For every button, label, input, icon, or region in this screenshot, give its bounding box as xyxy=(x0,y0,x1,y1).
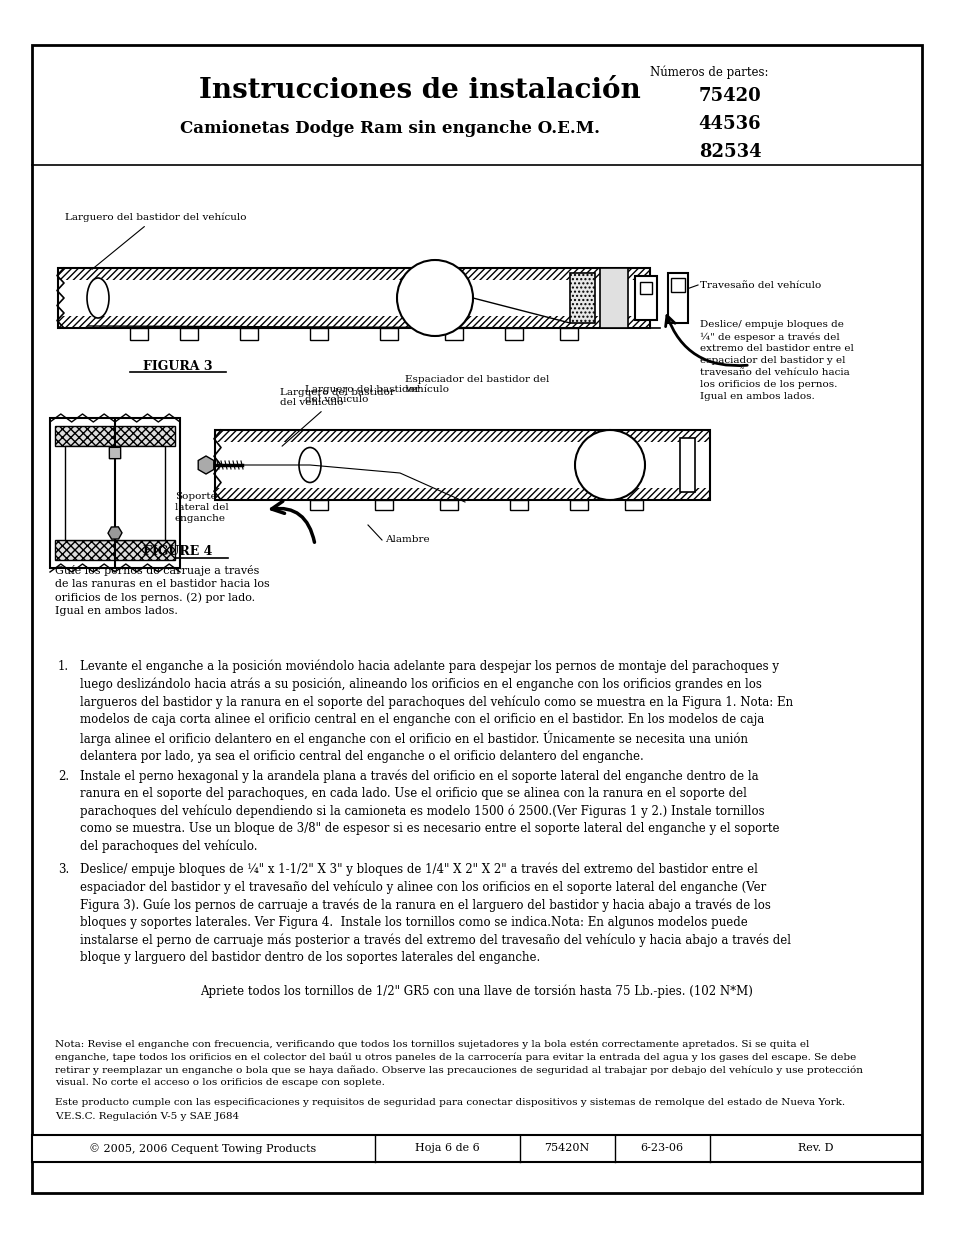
Circle shape xyxy=(575,430,644,500)
Bar xyxy=(510,500,527,510)
Bar xyxy=(32,1135,921,1162)
Bar xyxy=(65,446,165,540)
Ellipse shape xyxy=(298,447,320,483)
Text: 75420: 75420 xyxy=(698,86,760,105)
Bar xyxy=(214,430,709,442)
Text: Deslice/ empuje bloques de
¼" de espesor a través del
extremo del bastidor entre: Deslice/ empuje bloques de ¼" de espesor… xyxy=(700,320,853,400)
Bar xyxy=(58,316,649,329)
Bar xyxy=(679,438,695,492)
Text: Deslice/ empuje bloques de ¼" x 1-1/2" X 3" y bloques de 1/4" X 2" X 2" a través: Deslice/ empuje bloques de ¼" x 1-1/2" X… xyxy=(80,863,790,963)
Bar xyxy=(240,329,257,340)
Text: Camionetas Dodge Ram sin enganche O.E.M.: Camionetas Dodge Ram sin enganche O.E.M. xyxy=(180,120,599,137)
Text: © 2005, 2006 Cequent Towing Products: © 2005, 2006 Cequent Towing Products xyxy=(90,1144,316,1153)
Bar xyxy=(504,329,522,340)
Text: Apriete todos los tornillos de 1/2" GR5 con una llave de torsión hasta 75 Lb.-pi: Apriete todos los tornillos de 1/2" GR5 … xyxy=(200,986,753,999)
Text: 2.: 2. xyxy=(58,769,69,783)
Text: Larguero del bastidor
del vehículo: Larguero del bastidor del vehículo xyxy=(305,385,419,404)
Bar xyxy=(624,500,642,510)
Bar xyxy=(55,540,174,559)
Bar xyxy=(569,273,595,324)
Text: Levante el enganche a la posición moviéndolo hacia adelante para despejar los pe: Levante el enganche a la posición movién… xyxy=(80,659,792,763)
Text: 3.: 3. xyxy=(58,863,70,876)
Bar xyxy=(50,417,180,568)
Bar xyxy=(439,500,457,510)
Bar xyxy=(310,500,328,510)
Bar xyxy=(599,268,627,329)
Circle shape xyxy=(396,261,473,336)
Text: Espaciador del bastidor del
vehículo: Espaciador del bastidor del vehículo xyxy=(405,375,549,394)
Text: V.E.S.C. Regulación V-5 y SAE J684: V.E.S.C. Regulación V-5 y SAE J684 xyxy=(55,1112,239,1121)
Bar xyxy=(130,329,148,340)
Text: Números de partes:: Números de partes: xyxy=(649,65,768,79)
Text: Hoja 6 de 6: Hoja 6 de 6 xyxy=(415,1144,478,1153)
Text: FIGURA 3: FIGURA 3 xyxy=(143,359,213,373)
FancyArrowPatch shape xyxy=(665,316,746,366)
Text: 6-23-06: 6-23-06 xyxy=(639,1144,683,1153)
Bar xyxy=(569,500,587,510)
Bar xyxy=(58,268,649,280)
Text: Soporte
lateral del
enganche: Soporte lateral del enganche xyxy=(174,492,229,524)
Bar xyxy=(667,273,687,324)
Bar xyxy=(310,329,328,340)
Bar xyxy=(180,329,198,340)
Text: Instrucciones de instalación: Instrucciones de instalación xyxy=(199,77,640,104)
Bar xyxy=(58,268,649,329)
Bar xyxy=(559,329,578,340)
Bar xyxy=(214,430,709,500)
Bar xyxy=(214,488,709,500)
Bar xyxy=(375,500,393,510)
Bar xyxy=(55,426,174,446)
Bar xyxy=(444,329,462,340)
Bar xyxy=(639,282,651,294)
Bar xyxy=(60,280,647,316)
Bar xyxy=(635,275,657,320)
Bar xyxy=(379,329,397,340)
Text: 44536: 44536 xyxy=(698,115,760,133)
Text: Guíe los pernos de carruaje a través
de las ranuras en el bastidor hacia los
ori: Guíe los pernos de carruaje a través de … xyxy=(55,564,270,616)
Text: Este producto cumple con las especificaciones y requisitos de seguridad para con: Este producto cumple con las especificac… xyxy=(55,1098,844,1107)
Text: 1.: 1. xyxy=(58,659,69,673)
Bar xyxy=(569,273,595,324)
Text: 75420N: 75420N xyxy=(544,1144,589,1153)
Bar xyxy=(55,426,174,446)
Bar xyxy=(670,278,684,291)
Text: Alambre: Alambre xyxy=(385,536,429,545)
Text: Rev. D: Rev. D xyxy=(798,1144,833,1153)
Text: Nota: Revise el enganche con frecuencia, verificando que todos los tornillos suj: Nota: Revise el enganche con frecuencia,… xyxy=(55,1040,862,1087)
Text: Larguero del bastidor del vehículo: Larguero del bastidor del vehículo xyxy=(65,212,246,269)
Ellipse shape xyxy=(87,278,109,317)
Bar xyxy=(216,442,707,488)
Bar xyxy=(55,540,174,559)
Text: Instale el perno hexagonal y la arandela plana a través del orificio en el sopor: Instale el perno hexagonal y la arandela… xyxy=(80,769,779,853)
Text: FIGURE 4: FIGURE 4 xyxy=(143,545,213,558)
Text: 82534: 82534 xyxy=(698,143,760,161)
Text: Travesaño del vehículo: Travesaño del vehículo xyxy=(700,280,821,289)
FancyArrowPatch shape xyxy=(272,501,314,542)
Text: Larguero del bastidor
del vehículo: Larguero del bastidor del vehículo xyxy=(280,388,395,446)
